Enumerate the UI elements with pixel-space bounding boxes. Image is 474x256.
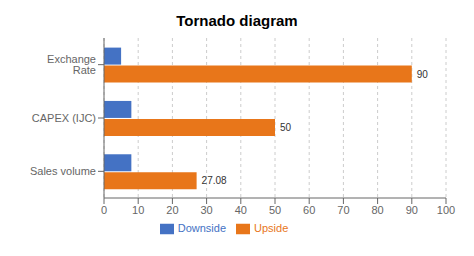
svg-text:100: 100 — [437, 204, 455, 216]
svg-text:CAPEX (IJC): CAPEX (IJC) — [32, 112, 96, 124]
svg-text:50: 50 — [269, 204, 281, 216]
html-text:Downside: Downside — [177, 222, 226, 234]
svg-text:40: 40 — [235, 204, 247, 216]
svg-text:80: 80 — [371, 204, 383, 216]
svg-text:50: 50 — [280, 122, 292, 133]
svg-text:20: 20 — [166, 204, 178, 216]
svg-text:60: 60 — [303, 204, 315, 216]
html-text:Upside: Upside — [254, 222, 289, 234]
svg-text:30: 30 — [200, 204, 212, 216]
svg-text:Sales volume: Sales volume — [30, 165, 96, 177]
svg-text:27.08: 27.08 — [202, 175, 227, 186]
svg-text:90: 90 — [406, 204, 418, 216]
svg-text:10: 10 — [132, 204, 144, 216]
svg-text:70: 70 — [337, 204, 349, 216]
svg-text:90: 90 — [417, 69, 429, 80]
svg-text:ExchangeRate: ExchangeRate — [47, 53, 96, 76]
svg-text:0: 0 — [101, 204, 107, 216]
html-text:Tornado diagram: Tornado diagram — [176, 12, 298, 29]
